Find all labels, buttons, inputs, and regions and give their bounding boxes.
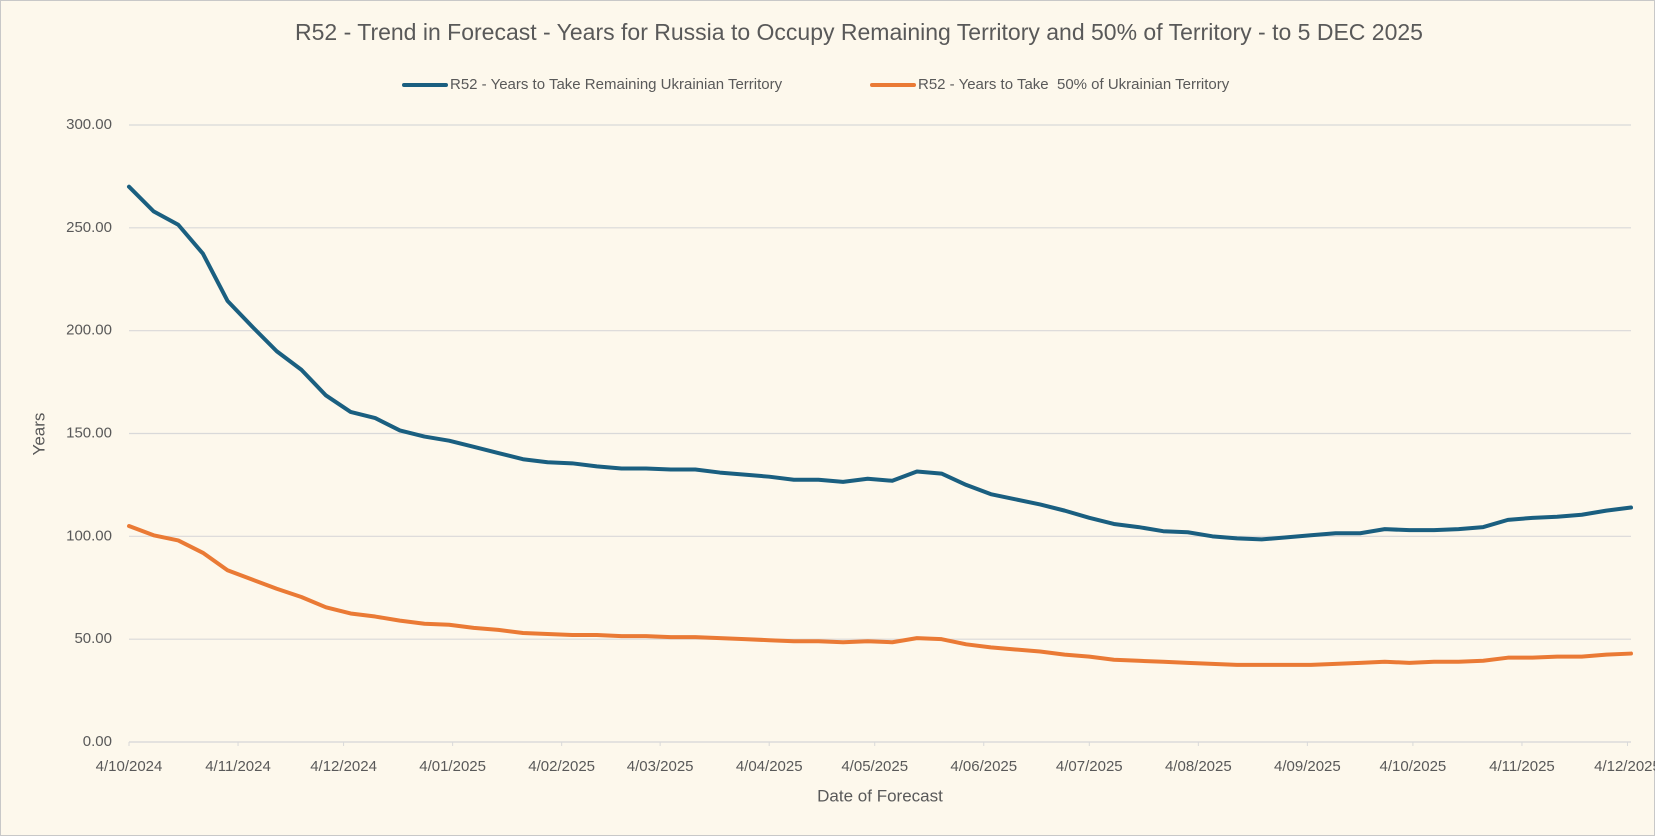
legend-label: R52 - Years to Take Remaining Ukrainian … bbox=[450, 76, 783, 93]
x-tick-label: 4/01/2025 bbox=[419, 758, 486, 775]
series-line bbox=[127, 524, 1633, 667]
x-tick-label: 4/07/2025 bbox=[1056, 758, 1123, 775]
x-tick-label: 4/08/2025 bbox=[1165, 758, 1232, 775]
x-tick-label: 4/02/2025 bbox=[528, 758, 595, 775]
chart-title: R52 - Trend in Forecast - Years for Russ… bbox=[295, 19, 1423, 45]
x-tick-label: 4/11/2025 bbox=[1489, 758, 1555, 775]
x-tick-label: 4/09/2025 bbox=[1274, 758, 1341, 775]
x-tick-label: 4/12/2025 bbox=[1594, 758, 1655, 775]
y-tick-label: 250.00 bbox=[66, 219, 112, 236]
x-tick-label: 4/06/2025 bbox=[950, 758, 1017, 775]
x-axis-label: Date of Forecast bbox=[817, 786, 943, 805]
x-tick-label: 4/12/2024 bbox=[310, 758, 377, 775]
y-tick-label: 0.00 bbox=[83, 733, 112, 750]
x-tick-label: 4/10/2024 bbox=[96, 758, 163, 775]
legend-label: R52 - Years to Take 50% of Ukrainian Ter… bbox=[918, 76, 1230, 93]
y-tick-label: 200.00 bbox=[66, 322, 112, 339]
y-tick-label: 100.00 bbox=[66, 527, 112, 544]
x-tick-label: 4/11/2024 bbox=[205, 758, 271, 775]
x-tick-label: 4/05/2025 bbox=[841, 758, 908, 775]
y-axis-label: Years bbox=[29, 413, 48, 456]
y-tick-label: 50.00 bbox=[74, 630, 112, 647]
x-tick-label: 4/04/2025 bbox=[736, 758, 803, 775]
y-tick-label: 300.00 bbox=[66, 116, 112, 133]
x-tick-label: 4/10/2025 bbox=[1380, 758, 1447, 775]
series-line bbox=[127, 184, 1633, 542]
y-tick-label: 150.00 bbox=[66, 424, 112, 441]
x-tick-label: 4/03/2025 bbox=[627, 758, 694, 775]
